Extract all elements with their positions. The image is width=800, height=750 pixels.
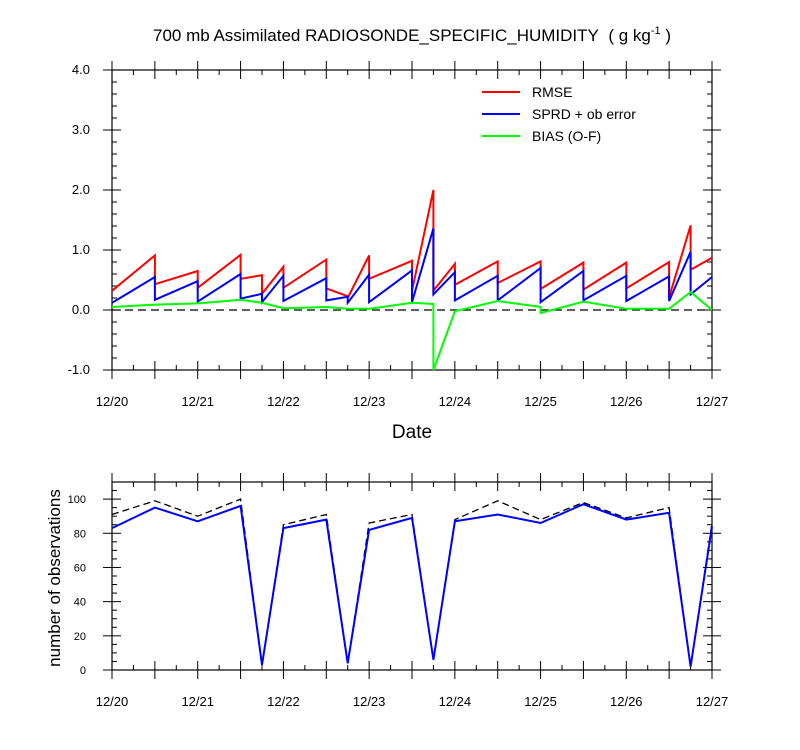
top-panel: 12/20 12/21 12/22 12/23 12/24 12/25 12/26 12/27… (68, 61, 729, 409)
x-tick-label: 12/27 (696, 694, 729, 709)
x-tick-label: 12/25 (524, 394, 557, 409)
chart-title: 700 mb Assimilated RADIOSONDE_SPECIFIC_H… (153, 25, 671, 45)
y-tick-label: -1.0 (68, 362, 90, 377)
x-tick-label: 12/21 (181, 694, 214, 709)
y-tick-label: 4.0 (72, 62, 90, 77)
y-tick-label: 60 (74, 562, 86, 574)
y-tick-label: 20 (74, 631, 86, 643)
y-tick-label: 0.0 (72, 302, 90, 317)
series-line-assimilated-observations (111, 503, 713, 667)
legend-label: SPRD + ob error (532, 106, 636, 122)
x-tick-label: 12/26 (610, 694, 643, 709)
y-tick-label: 3.0 (72, 122, 90, 137)
y-tick-label: 2.0 (72, 182, 90, 197)
plot-frame (111, 481, 713, 671)
x-tick-label: 12/20 (96, 394, 129, 409)
bottom-panel: 12/20 12/21 12/22 12/23 12/24 12/25 12/26 12/27… (68, 473, 729, 709)
legend-label: RMSE (532, 84, 572, 100)
x-tick-label: 12/25 (524, 694, 557, 709)
x-tick-label: 12/24 (439, 694, 472, 709)
y-tick-label: 100 (68, 494, 86, 506)
x-tick-label: 12/20 (96, 694, 129, 709)
series-line-bias-o-f (111, 290, 713, 371)
y-tick-label: 80 (74, 528, 86, 540)
x-tick-label: 12/23 (353, 394, 386, 409)
x-axis-label: Date (392, 422, 432, 443)
series-line-sprd-ob-error (111, 228, 713, 306)
x-tick-label: 12/23 (353, 694, 386, 709)
x-tick-label: 12/22 (267, 694, 300, 709)
x-tick-label: 12/22 (267, 394, 300, 409)
y-tick-label: 1.0 (72, 242, 90, 257)
x-tick-label: 12/24 (439, 394, 472, 409)
top-legend: RMSE SPRD + ob error BIAS (O-F) (482, 84, 636, 144)
x-tick-label: 12/21 (181, 394, 214, 409)
y-tick-label: 0 (80, 665, 86, 677)
x-tick-label: 12/26 (610, 394, 643, 409)
y-axis-label-observations: number of observations (45, 489, 64, 667)
legend-label: BIAS (O-F) (532, 128, 601, 144)
series-line-possible-observations (111, 498, 713, 667)
y-tick-label: 40 (74, 597, 86, 609)
x-tick-label: 12/27 (696, 394, 729, 409)
